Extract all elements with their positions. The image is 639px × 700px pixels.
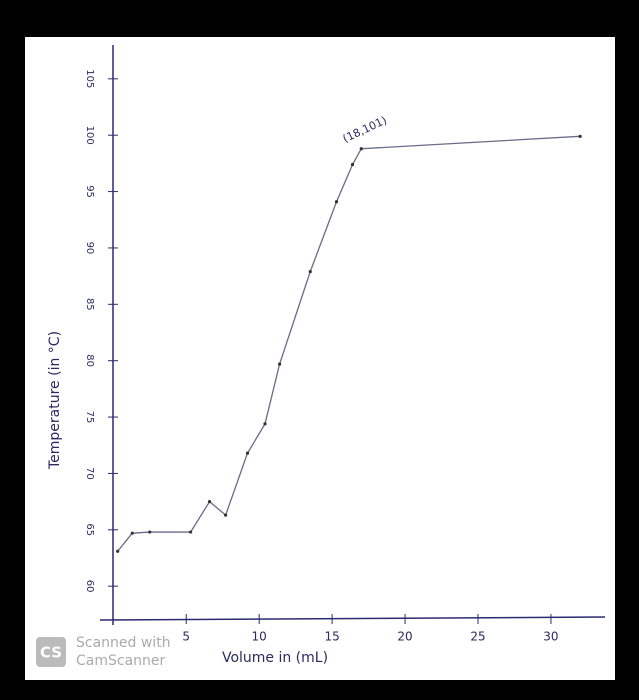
- watermark: CS Scanned with CamScanner: [36, 635, 171, 669]
- x-tick-label: 5: [182, 630, 190, 644]
- y-tick-label: 70: [84, 467, 95, 480]
- watermark-logo: CS: [40, 644, 62, 662]
- x-tick-label: 30: [543, 630, 558, 644]
- y-tick-label: 85: [84, 298, 95, 311]
- watermark-text: Scanned with: [76, 635, 171, 651]
- data-point: [189, 530, 193, 534]
- watermark-logo-box: [36, 637, 66, 667]
- y-tick-label: 65: [84, 523, 95, 536]
- data-point: [245, 451, 250, 455]
- data-point: [207, 500, 212, 504]
- y-axis-label: Temperature (in °C): [47, 331, 63, 470]
- y-tick-label: 60: [84, 580, 95, 593]
- data-point: [116, 549, 120, 553]
- data-point: [578, 134, 582, 138]
- data-point: [359, 147, 363, 151]
- x-tick-label: 15: [324, 630, 339, 644]
- watermark-text: CamScanner: [76, 653, 166, 669]
- data-point: [308, 270, 312, 274]
- x-axis: [99, 616, 606, 621]
- y-tick-label: 105: [84, 69, 95, 88]
- x-tick-label: 20: [397, 630, 412, 644]
- y-tick-label: 80: [84, 354, 95, 367]
- data-point: [148, 530, 152, 534]
- y-tick-label: 90: [84, 242, 95, 255]
- y-tick-label: 95: [84, 185, 95, 198]
- y-tick-label: 75: [84, 411, 95, 424]
- y-tick-label: 100: [84, 126, 95, 145]
- data-point: [130, 531, 134, 535]
- x-axis-label: Volume in (mL): [222, 650, 328, 666]
- data-point: [224, 513, 228, 517]
- x-tick-label: 10: [252, 630, 267, 644]
- data-point: [278, 362, 282, 366]
- data-point: [334, 200, 339, 204]
- data-point: [350, 162, 355, 167]
- x-tick-label: 25: [470, 630, 485, 644]
- paper: [25, 37, 615, 680]
- data-point: [263, 422, 267, 426]
- data-line: [117, 135, 581, 552]
